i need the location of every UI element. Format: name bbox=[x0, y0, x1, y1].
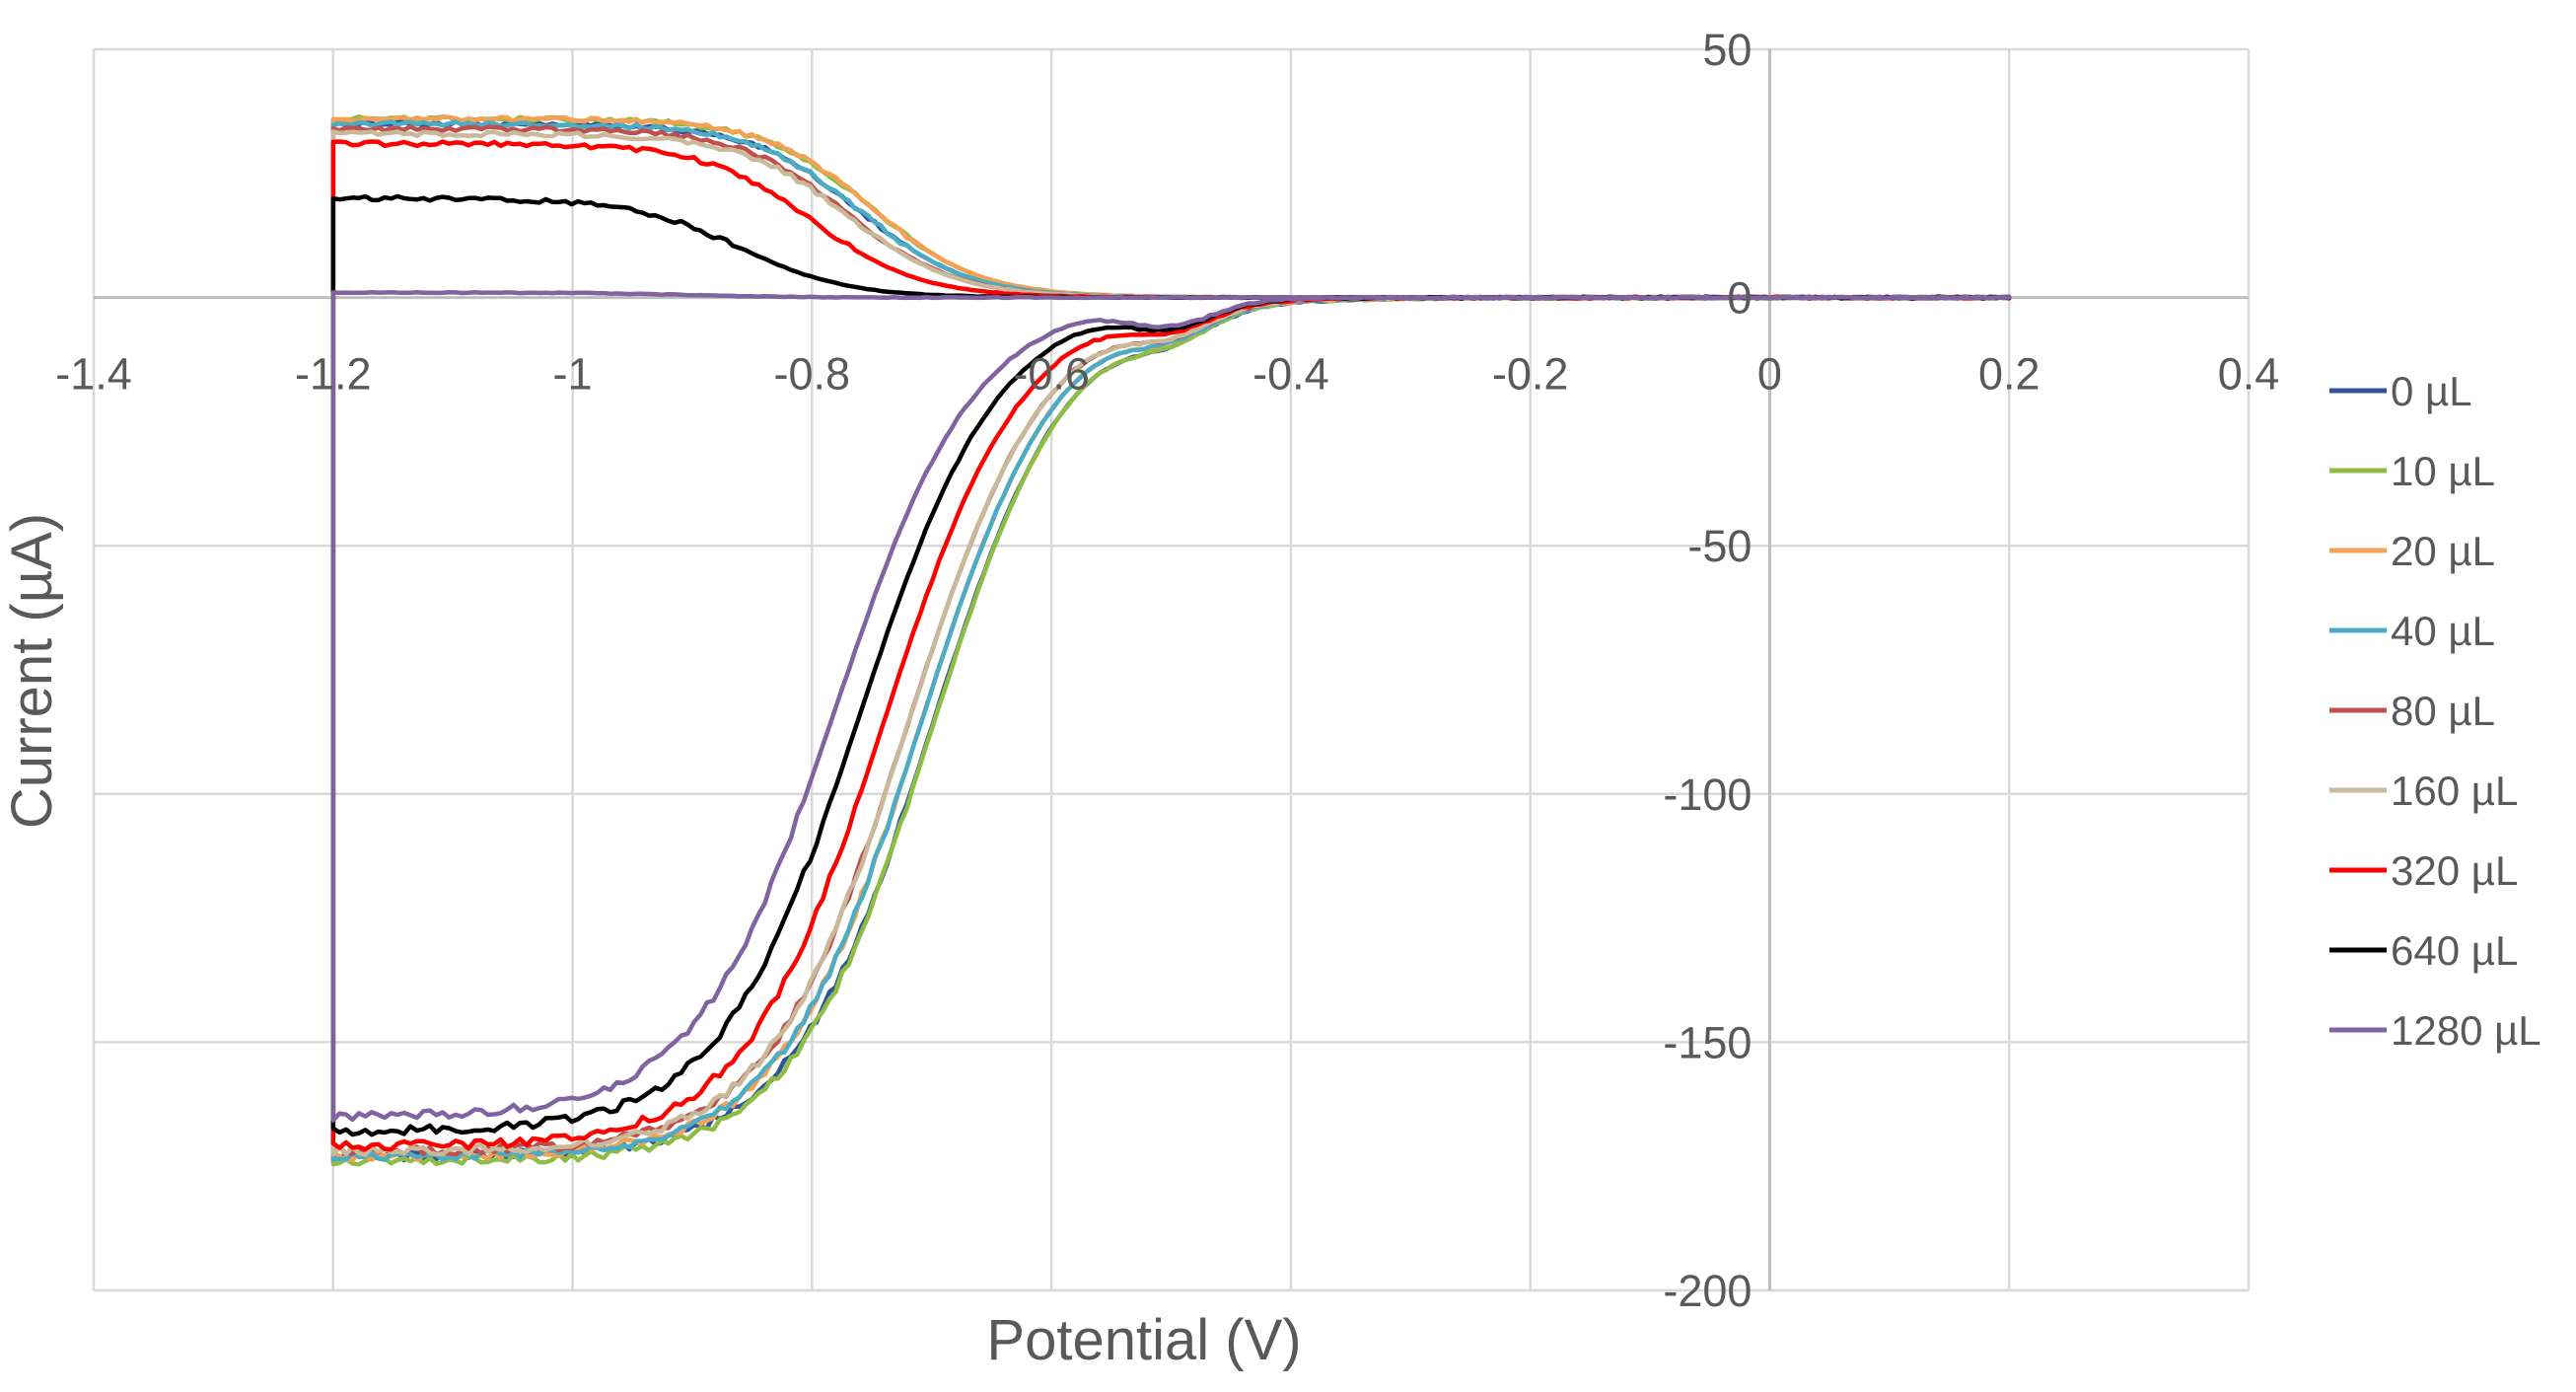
legend: 0 µL 10 µL 20 µL 40 µL 80 µL 160 µL 320 µL 640 … bbox=[2329, 368, 2541, 1054]
x-tick-label: -1.4 bbox=[55, 349, 132, 400]
legend-label: 10 µL bbox=[2391, 448, 2495, 494]
y-tick-label: -150 bbox=[1663, 1017, 1752, 1067]
legend-label: 80 µL bbox=[2391, 688, 2495, 734]
x-tick-label: -1 bbox=[553, 349, 593, 400]
series-lines bbox=[330, 114, 2012, 1167]
x-tick-label: 0 bbox=[1757, 349, 1782, 400]
series-line-80-µL bbox=[330, 124, 2012, 1157]
legend-label: 40 µL bbox=[2391, 608, 2495, 654]
series-line-40-µL bbox=[330, 119, 2012, 1162]
x-tick-label: 0.2 bbox=[1978, 349, 2040, 400]
y-tick-label: -200 bbox=[1663, 1266, 1752, 1316]
y-tick-label: 50 bbox=[1702, 25, 1752, 75]
x-tick-label: -0.8 bbox=[774, 349, 851, 400]
legend-label: 0 µL bbox=[2391, 368, 2472, 414]
y-tick-label: 0 bbox=[1727, 273, 1752, 324]
x-tick-label: -0.6 bbox=[1013, 349, 1090, 400]
legend-label: 160 µL bbox=[2391, 768, 2518, 814]
y-tick-label: -50 bbox=[1687, 521, 1752, 571]
x-tick-label: -0.2 bbox=[1492, 349, 1569, 400]
y-axis-title: Current (µA) bbox=[0, 513, 64, 829]
y-tick-label: -100 bbox=[1663, 769, 1752, 820]
legend-label: 640 µL bbox=[2391, 927, 2518, 974]
series-line-1280-µL bbox=[330, 290, 2012, 1123]
tick-labels: -1.4 -1.2 -1 -0.8 -0.6 -0.4 -0.2 0 0.2 0.4 50 0 -50 -… bbox=[55, 25, 2279, 1316]
legend-label: 1280 µL bbox=[2391, 1007, 2541, 1054]
x-tick-label: -0.4 bbox=[1252, 349, 1329, 400]
x-tick-label: -1.2 bbox=[295, 349, 372, 400]
axes bbox=[94, 49, 2249, 1290]
series-line-0-µL bbox=[330, 119, 2012, 1163]
legend-label: 320 µL bbox=[2391, 847, 2518, 894]
x-tick-label: 0.4 bbox=[2218, 349, 2280, 400]
series-line-10-µL bbox=[330, 114, 2012, 1167]
gridlines bbox=[92, 47, 2251, 1292]
legend-label: 20 µL bbox=[2391, 528, 2495, 574]
series-line-20-µL bbox=[330, 114, 2012, 1163]
series-line-160-µL bbox=[330, 129, 2012, 1158]
x-axis-title: Potential (V) bbox=[986, 1308, 1301, 1372]
